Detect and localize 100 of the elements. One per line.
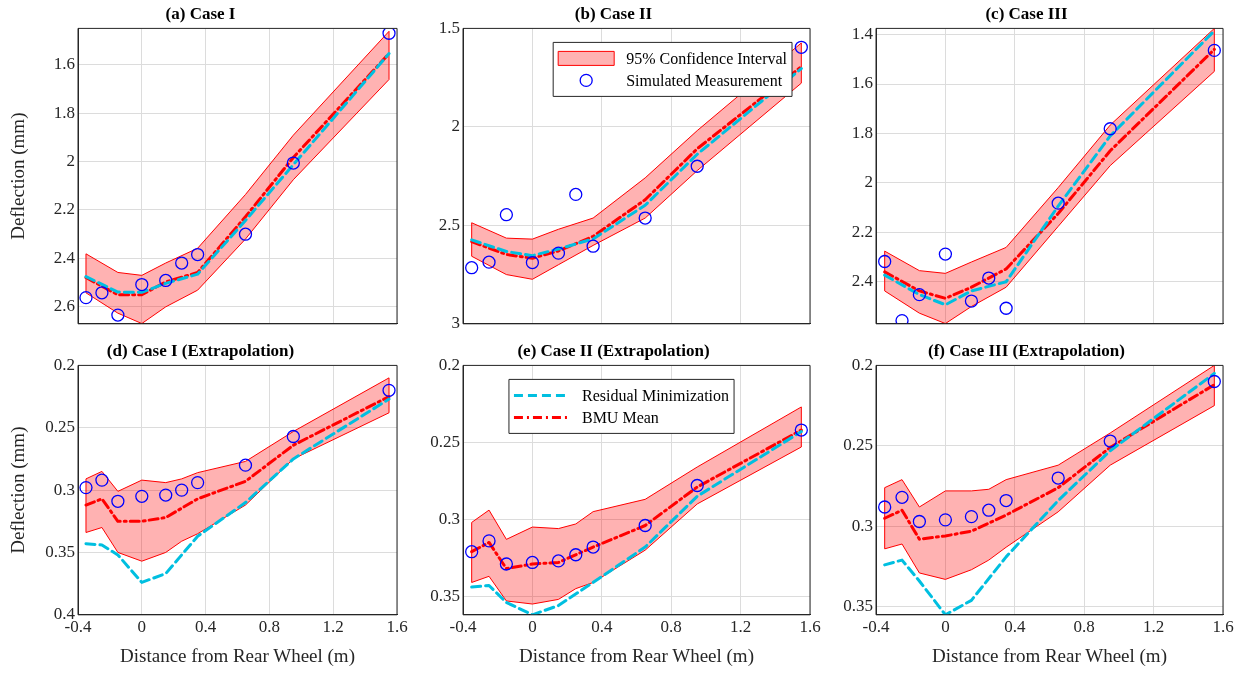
- y-tick-label: 2.5: [438, 214, 460, 234]
- y-tick-label: 0.35: [45, 541, 75, 561]
- x-tick-label: -0.4: [862, 617, 890, 637]
- y-tick-label: 2.6: [53, 296, 75, 316]
- point: [569, 187, 583, 202]
- legend-label: BMU Mean: [581, 408, 659, 426]
- y-tick-label: 0.2: [851, 354, 873, 374]
- point: [382, 28, 396, 40]
- point: [95, 473, 109, 487]
- y-tick-label: 1.8: [53, 102, 75, 122]
- x-tick-label: 1.6: [386, 617, 408, 637]
- point: [482, 534, 496, 548]
- y-tick-label: 2.4: [53, 247, 76, 267]
- point: [912, 287, 927, 302]
- x-tick-label: 0.4: [1004, 617, 1026, 637]
- point: [238, 227, 253, 241]
- y-tick-label: 1.5: [438, 17, 460, 37]
- point: [190, 247, 205, 262]
- point: [551, 554, 566, 568]
- y-tick-label: 2.2: [851, 221, 873, 241]
- point: [964, 510, 979, 524]
- x-axis-title: Distance from Rear Wheel (m): [519, 644, 754, 667]
- point: [1207, 374, 1221, 389]
- y-tick-label: 0.25: [430, 431, 460, 451]
- point: [465, 545, 479, 559]
- point: [175, 483, 189, 497]
- point: [111, 494, 125, 508]
- point: [982, 503, 996, 517]
- point: [794, 423, 808, 437]
- point: [895, 490, 909, 504]
- legend-label: 95% Confidence Interval: [626, 49, 788, 67]
- x-tick-label: 1.2: [729, 617, 752, 637]
- y-tick-label: 2: [864, 172, 873, 192]
- y-tick-label: 2: [451, 116, 460, 136]
- x-tick-label: 0.4: [194, 617, 217, 637]
- y-tick-label: 0.3: [53, 479, 75, 499]
- point: [878, 254, 892, 269]
- point: [286, 156, 300, 170]
- point: [794, 40, 808, 54]
- x-tick-label: 1.2: [322, 617, 344, 637]
- point: [878, 500, 892, 514]
- line-series: [84, 397, 391, 584]
- x-tick-label: 0.8: [660, 617, 682, 637]
- point: [159, 273, 173, 288]
- point: [895, 313, 909, 324]
- point: [690, 159, 704, 173]
- x-tick-label: 1.2: [1142, 617, 1165, 637]
- x-tick-label: 0.8: [258, 617, 281, 637]
- x-tick-label: 0: [941, 617, 950, 637]
- x-axis-title: Distance from Rear Wheel (m): [932, 644, 1167, 667]
- legend-label: Simulated Measurement: [626, 71, 783, 89]
- point: [586, 239, 600, 253]
- x-tick-label: 0: [137, 617, 147, 637]
- chart-title: (a) Case I: [165, 3, 236, 23]
- x-tick-label: 0: [528, 617, 537, 637]
- point: [525, 255, 540, 270]
- y-tick-label: 0.25: [843, 435, 873, 455]
- x-tick-label: 0.4: [591, 617, 613, 637]
- y-tick-label: 2.4: [851, 271, 874, 291]
- y-tick-label: 2: [66, 151, 75, 171]
- chart-title: (f) Case III (Extrapolation): [928, 340, 1125, 360]
- y-tick-label: 0.2: [438, 354, 460, 374]
- y-tick-label: 0.35: [430, 585, 460, 605]
- point: [690, 478, 704, 493]
- point: [551, 246, 566, 260]
- point: [499, 208, 514, 222]
- point: [1207, 43, 1221, 58]
- point: [1103, 434, 1117, 448]
- chart-title: (d) Case I (Extrapolation): [106, 340, 295, 360]
- y-tick-label: 0.3: [851, 515, 873, 535]
- point: [638, 518, 652, 533]
- point: [999, 493, 1013, 508]
- point: [79, 480, 93, 495]
- y-tick-label: 1.6: [53, 54, 75, 74]
- point: [382, 383, 396, 397]
- point: [912, 514, 927, 529]
- point: [79, 291, 93, 305]
- y-tick-label: 0.2: [53, 354, 75, 374]
- y-tick-label: 3: [451, 313, 460, 333]
- y-tick-label: 0.25: [45, 417, 75, 437]
- point: [95, 286, 109, 300]
- point: [135, 489, 149, 503]
- point: [525, 555, 540, 570]
- point: [999, 301, 1013, 315]
- point: [190, 475, 205, 490]
- y-tick-label: 2.2: [53, 199, 75, 219]
- point: [135, 277, 149, 292]
- chart-title: (b) Case II: [574, 3, 653, 23]
- y-tick-label: 0.35: [843, 596, 873, 616]
- point: [175, 256, 189, 270]
- point: [159, 488, 173, 502]
- point: [465, 261, 479, 275]
- chart-title: (e) Case II (Extrapolation): [517, 340, 710, 360]
- point: [482, 255, 496, 269]
- x-tick-label: 1.6: [1212, 617, 1234, 637]
- x-axis-title: Distance from Rear Wheel (m): [120, 644, 355, 667]
- point: [111, 308, 125, 322]
- point: [982, 271, 996, 285]
- x-tick-label: 0.8: [1073, 617, 1095, 637]
- point: [638, 211, 652, 225]
